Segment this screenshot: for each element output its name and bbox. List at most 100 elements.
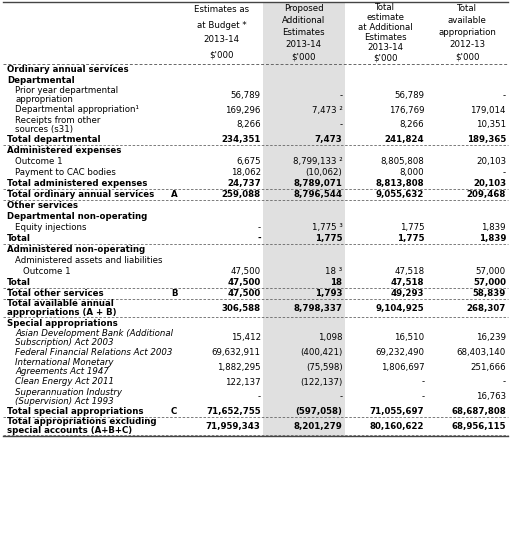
Text: 20,103: 20,103 xyxy=(476,157,506,166)
Text: 24,737: 24,737 xyxy=(227,179,261,188)
Text: appropriation: appropriation xyxy=(438,28,496,37)
Text: Prior year departmental: Prior year departmental xyxy=(15,86,118,95)
Text: 1,839: 1,839 xyxy=(479,234,506,243)
Text: Asian Development Bank (Additional: Asian Development Bank (Additional xyxy=(15,329,173,337)
Text: Departmental appropriation¹: Departmental appropriation¹ xyxy=(15,105,139,115)
Text: -: - xyxy=(421,392,424,401)
Text: -: - xyxy=(258,223,261,232)
Text: 9,055,632: 9,055,632 xyxy=(376,190,424,199)
Text: 8,266: 8,266 xyxy=(400,120,424,129)
Text: Administered expenses: Administered expenses xyxy=(7,146,122,155)
Text: (122,137): (122,137) xyxy=(300,377,342,387)
Text: 8,798,337: 8,798,337 xyxy=(293,304,342,313)
Text: -: - xyxy=(258,392,261,401)
Text: 15,412: 15,412 xyxy=(230,334,261,342)
Text: Special appropriations: Special appropriations xyxy=(7,319,118,327)
Text: Total administered expenses: Total administered expenses xyxy=(7,179,147,188)
Text: -: - xyxy=(503,377,506,387)
Text: Departmental non-operating: Departmental non-operating xyxy=(7,212,147,221)
Text: Total: Total xyxy=(7,278,31,287)
Text: Superannuation Industry: Superannuation Industry xyxy=(15,388,122,397)
Bar xyxy=(263,2,344,435)
Text: Outcome 1: Outcome 1 xyxy=(15,157,63,166)
Text: 8,266: 8,266 xyxy=(236,120,261,129)
Text: (Supervision) Act 1993: (Supervision) Act 1993 xyxy=(15,397,113,406)
Text: Subscription) Act 2003: Subscription) Act 2003 xyxy=(15,338,113,347)
Text: 57,000: 57,000 xyxy=(476,267,506,276)
Text: 18: 18 xyxy=(331,278,342,287)
Text: Ordinary annual services: Ordinary annual services xyxy=(7,65,129,74)
Text: 8,799,133 ²: 8,799,133 ² xyxy=(293,157,342,166)
Text: 47,518: 47,518 xyxy=(394,267,424,276)
Text: 2013-14: 2013-14 xyxy=(286,40,322,49)
Text: International Monetary: International Monetary xyxy=(15,358,113,367)
Text: 10,351: 10,351 xyxy=(476,120,506,129)
Text: 7,473 ²: 7,473 ² xyxy=(312,105,342,115)
Text: 18,062: 18,062 xyxy=(230,168,261,177)
Text: Other services: Other services xyxy=(7,201,78,210)
Text: C: C xyxy=(171,407,177,416)
Text: Total appropriations excluding: Total appropriations excluding xyxy=(7,417,156,426)
Text: estimate: estimate xyxy=(366,13,404,23)
Text: (400,421): (400,421) xyxy=(300,348,342,357)
Text: (75,598): (75,598) xyxy=(306,363,342,372)
Text: Agreements Act 1947: Agreements Act 1947 xyxy=(15,367,109,376)
Text: 1,882,295: 1,882,295 xyxy=(217,363,261,372)
Text: 9,104,925: 9,104,925 xyxy=(376,304,424,313)
Text: Proposed: Proposed xyxy=(284,4,323,13)
Text: 47,518: 47,518 xyxy=(391,278,424,287)
Text: Estimates: Estimates xyxy=(282,28,325,37)
Text: $'000: $'000 xyxy=(373,54,398,63)
Text: 179,014: 179,014 xyxy=(471,105,506,115)
Text: Departmental: Departmental xyxy=(7,76,75,85)
Text: 18 ³: 18 ³ xyxy=(325,267,342,276)
Text: 8,796,544: 8,796,544 xyxy=(293,190,342,199)
Text: 1,775: 1,775 xyxy=(400,223,424,232)
Text: 47,500: 47,500 xyxy=(227,278,261,287)
Text: Equity injections: Equity injections xyxy=(15,223,86,232)
Text: 234,351: 234,351 xyxy=(221,135,261,144)
Text: Total: Total xyxy=(7,234,31,243)
Text: 57,000: 57,000 xyxy=(473,278,506,287)
Text: 68,403,140: 68,403,140 xyxy=(457,348,506,357)
Text: Total ordinary annual services: Total ordinary annual services xyxy=(7,190,154,199)
Text: 20,103: 20,103 xyxy=(473,179,506,188)
Text: 259,088: 259,088 xyxy=(222,190,261,199)
Text: (10,062): (10,062) xyxy=(306,168,342,177)
Text: 16,239: 16,239 xyxy=(476,334,506,342)
Text: B: B xyxy=(171,289,177,298)
Text: Total: Total xyxy=(376,3,396,13)
Text: 68,687,808: 68,687,808 xyxy=(451,407,506,416)
Text: appropriation: appropriation xyxy=(15,95,73,104)
Text: Total available annual: Total available annual xyxy=(7,299,114,308)
Text: 122,137: 122,137 xyxy=(225,377,261,387)
Text: -: - xyxy=(503,91,506,100)
Text: 251,666: 251,666 xyxy=(470,363,506,372)
Text: -: - xyxy=(339,120,342,129)
Text: Estimates as: Estimates as xyxy=(194,6,249,14)
Text: 7,473: 7,473 xyxy=(315,135,342,144)
Text: available: available xyxy=(448,16,486,25)
Text: at Budget *: at Budget * xyxy=(197,20,247,29)
Text: Estimates: Estimates xyxy=(364,33,407,43)
Text: Payment to CAC bodies: Payment to CAC bodies xyxy=(15,168,116,177)
Text: -: - xyxy=(257,234,261,243)
Text: 189,365: 189,365 xyxy=(467,135,506,144)
Text: 1,098: 1,098 xyxy=(318,334,342,342)
Text: 69,232,490: 69,232,490 xyxy=(375,348,424,357)
Text: 2012-13: 2012-13 xyxy=(449,40,485,49)
Text: 6,675: 6,675 xyxy=(236,157,261,166)
Text: 49,293: 49,293 xyxy=(391,289,424,298)
Text: 209,468: 209,468 xyxy=(467,190,506,199)
Text: 71,055,697: 71,055,697 xyxy=(369,407,424,416)
Text: 306,588: 306,588 xyxy=(222,304,261,313)
Text: sources (s31): sources (s31) xyxy=(15,125,73,134)
Text: Administered non-operating: Administered non-operating xyxy=(7,245,145,254)
Text: Administered assets and liabilities: Administered assets and liabilities xyxy=(15,256,162,265)
Text: 241,824: 241,824 xyxy=(385,135,424,144)
Text: 2013-14: 2013-14 xyxy=(367,44,404,53)
Text: 56,789: 56,789 xyxy=(231,91,261,100)
Text: 8,789,071: 8,789,071 xyxy=(294,179,342,188)
Text: Total departmental: Total departmental xyxy=(7,135,101,144)
Text: Total other services: Total other services xyxy=(7,289,104,298)
